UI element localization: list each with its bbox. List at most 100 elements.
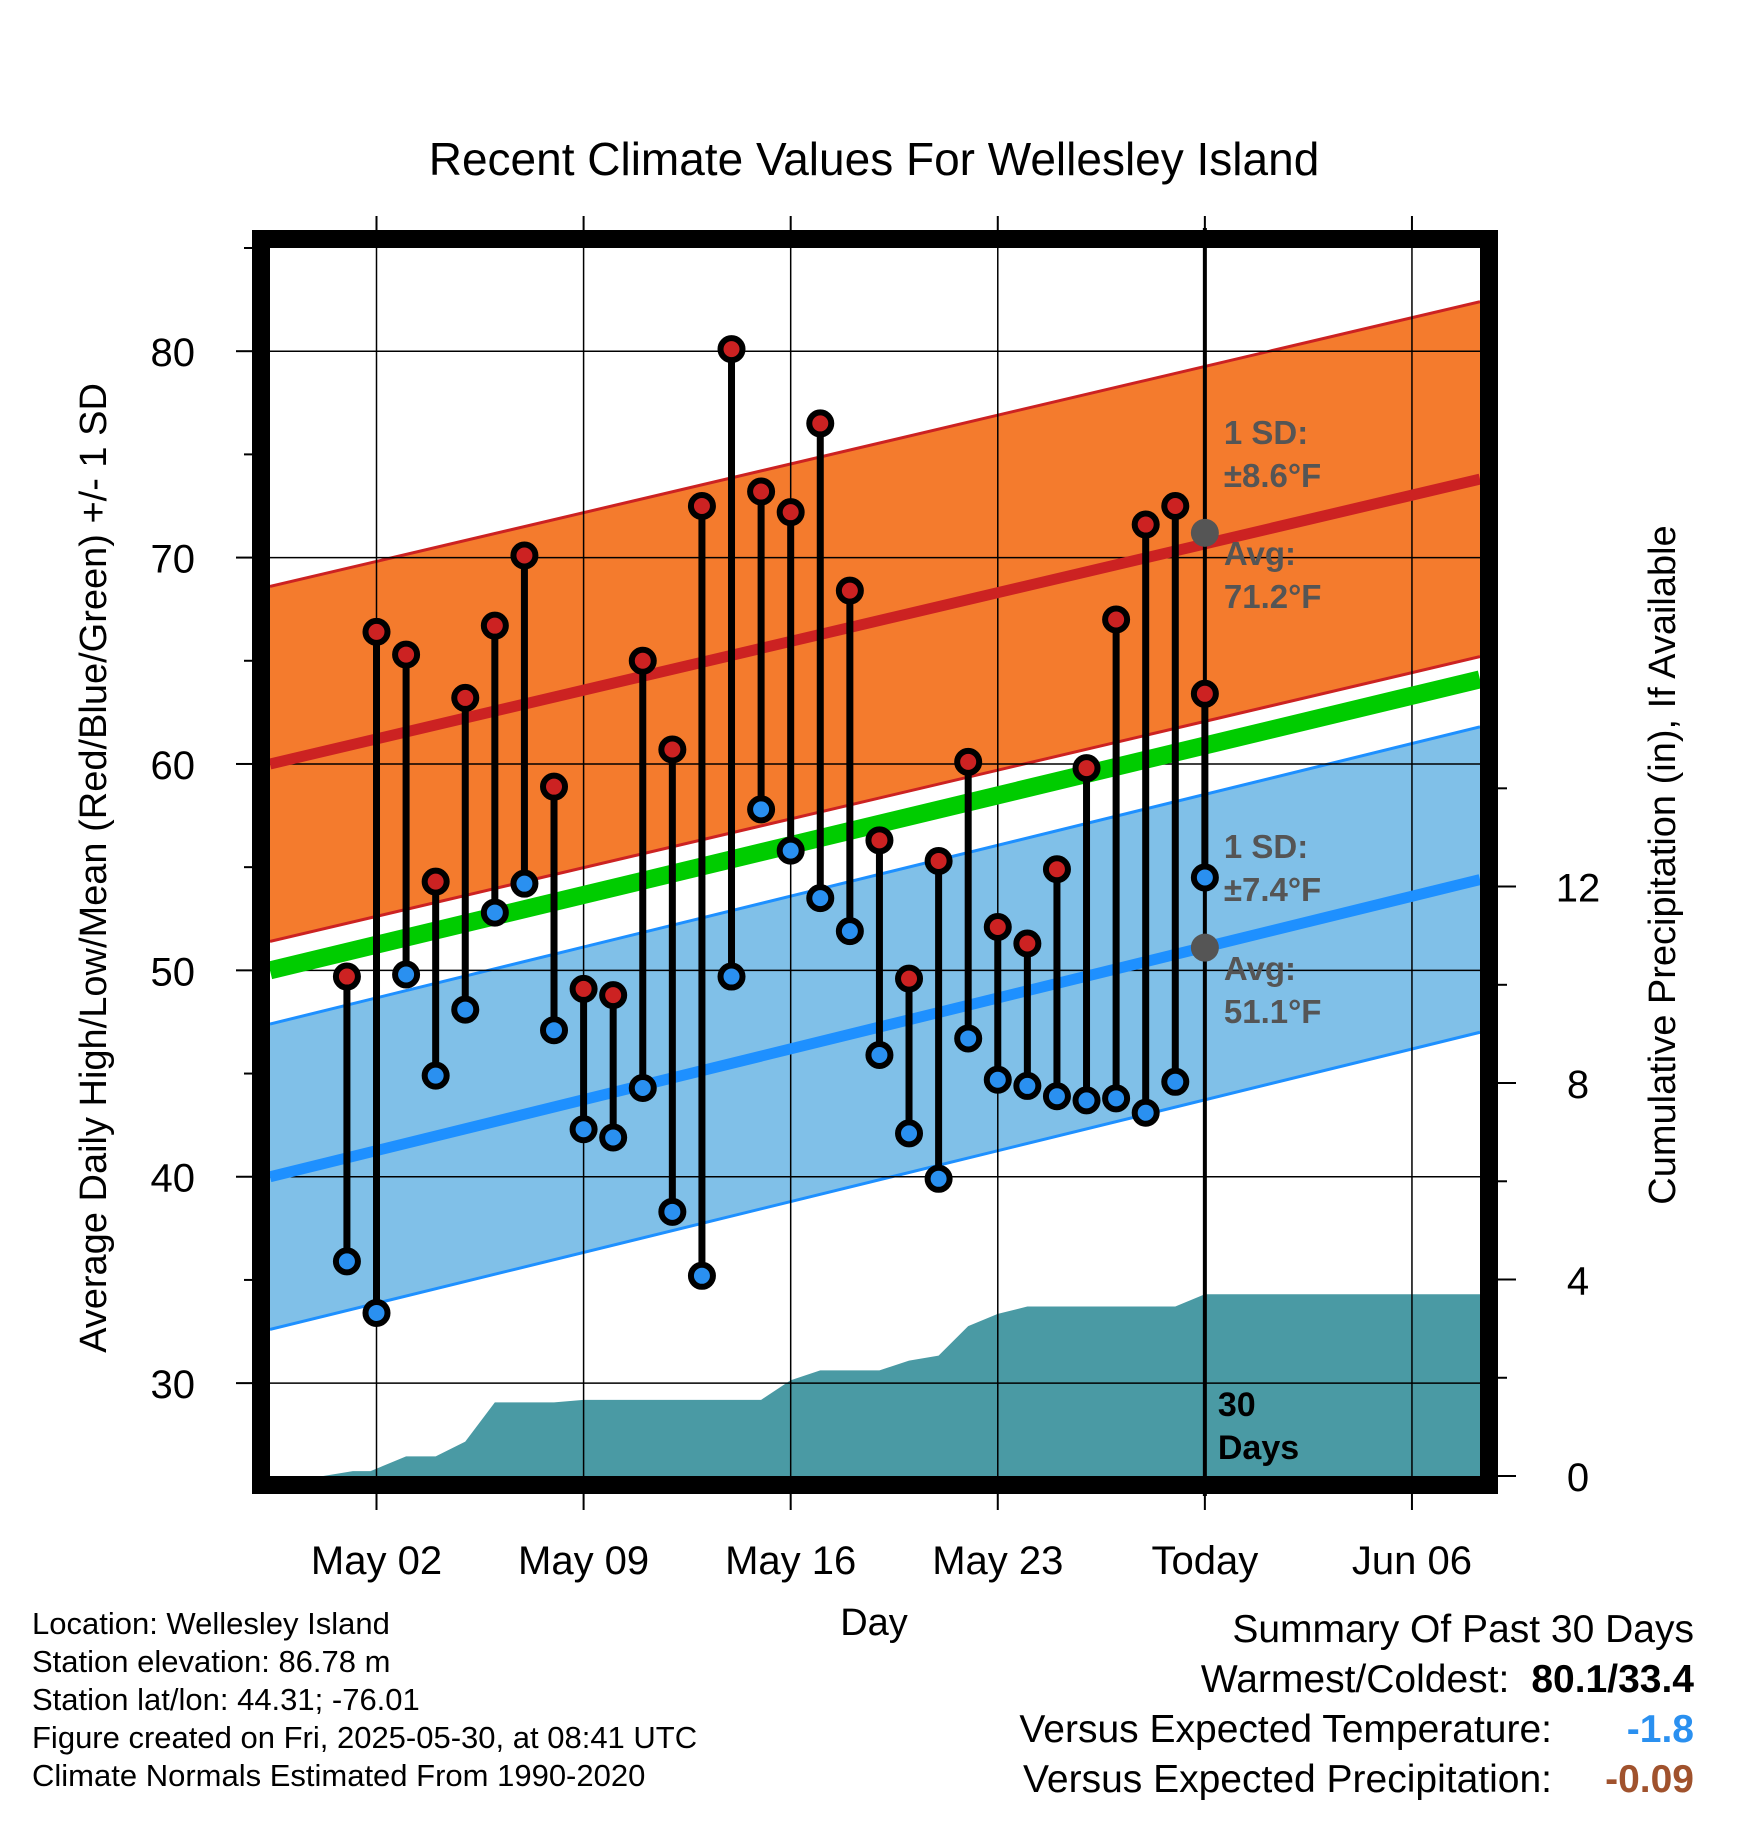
summary-precip: Versus Expected Precipitation: -0.09 (794, 1755, 1694, 1805)
y-tick-label-left: 50 (151, 950, 196, 994)
y-tick-label-left: 70 (151, 538, 196, 582)
daily-high-point (776, 498, 805, 527)
warm-cold-value: 80.1/33.4 (1531, 1658, 1694, 1701)
info-location: Location: Wellesley Island (32, 1606, 390, 1641)
temp-label: Versus Expected Temperature: (1019, 1708, 1552, 1751)
y-tick-label-right: 12 (1556, 867, 1601, 911)
info-elevation: Station elevation: 86.78 m (32, 1644, 391, 1679)
daily-low-point (776, 836, 805, 865)
summary-warm-cold: Warmest/Coldest: 80.1/33.4 (794, 1655, 1694, 1705)
daily-low-point (835, 917, 864, 946)
daily-low-point (806, 884, 835, 913)
precip-area (270, 1294, 1480, 1476)
daily-high-point (717, 335, 746, 364)
daily-low-point (392, 960, 421, 989)
daily-low-point (924, 1164, 953, 1193)
daily-low-point (540, 1016, 569, 1045)
daily-high-point (865, 826, 894, 855)
daily-high-point (1131, 510, 1160, 539)
daily-low-point (687, 1261, 716, 1290)
daily-high-point (747, 477, 776, 506)
daily-low-point (717, 962, 746, 991)
x-tick-label: May 02 (311, 1539, 442, 1583)
y-axis-label-left: Average Daily High/Low/Mean (Red/Blue/Gr… (73, 383, 115, 1353)
daily-high-point (983, 913, 1012, 942)
summary-title: Summary Of Past 30 Days (1232, 1608, 1694, 1651)
daily-low-point (658, 1197, 687, 1226)
daily-low-point (1161, 1067, 1190, 1096)
y-tick-label-left: 60 (151, 744, 196, 788)
daily-low-point (421, 1061, 450, 1090)
daily-high-point (924, 846, 953, 875)
daily-high-point (1190, 679, 1219, 708)
y-tick-label-right: 4 (1567, 1260, 1589, 1304)
low-sd-lower-line (270, 1030, 1480, 1331)
daily-low-point (1072, 1086, 1101, 1115)
daily-high-point (599, 981, 628, 1010)
daily-low-point (451, 995, 480, 1024)
daily-high-point (332, 962, 361, 991)
daily-high-point (806, 409, 835, 438)
daily-low-point (332, 1247, 361, 1276)
low-avg-value: 51.1°F (1224, 993, 1322, 1030)
mean-normal-line (270, 670, 1480, 980)
y-tick-label-left: 80 (151, 331, 196, 375)
daily-low-point (510, 869, 539, 898)
high-avg-value: 71.2°F (1224, 578, 1322, 615)
daily-high-point (954, 747, 983, 776)
daily-low-point (1013, 1071, 1042, 1100)
daily-high-point (835, 576, 864, 605)
y-tick-label-left: 30 (151, 1363, 196, 1407)
daily-low-point (480, 898, 509, 927)
high-avg-marker (1190, 518, 1219, 547)
daily-low-point (599, 1123, 628, 1152)
high-avg-label: Avg: (1224, 535, 1296, 572)
precip-label: Versus Expected Precipitation: (1023, 1758, 1552, 1801)
high-sd-upper-line (270, 300, 1480, 588)
plot-frame (252, 230, 1498, 1494)
high-sd-value: ±8.6°F (1224, 457, 1321, 494)
low-sd-label: 1 SD: (1224, 828, 1308, 865)
warm-cold-label: Warmest/Coldest: (1200, 1658, 1510, 1701)
temp-anomaly-value: -1.8 (1626, 1708, 1694, 1751)
daily-low-point (1042, 1082, 1071, 1111)
info-normals: Climate Normals Estimated From 1990-2020 (32, 1758, 646, 1793)
info-created: Figure created on Fri, 2025-05-30, at 08… (32, 1720, 698, 1755)
daily-low-point (895, 1119, 924, 1148)
axes: 30 40 50 60 70 80 0 4 8 12 May 02 May 09 May 16 May 2… (151, 216, 1601, 1583)
daily-low-point (569, 1115, 598, 1144)
daily-high-point (1161, 491, 1190, 520)
daily-high-point (658, 735, 687, 764)
daily-high-point (451, 683, 480, 712)
daily-low-point (865, 1040, 894, 1069)
chart-title: Recent Climate Values For Wellesley Isla… (429, 133, 1320, 185)
daily-low-point (983, 1065, 1012, 1094)
precip-anomaly-value: -0.09 (1605, 1758, 1694, 1801)
y-tick-label-right: 8 (1567, 1063, 1589, 1107)
daily-low-point (628, 1073, 657, 1102)
daily-high-point (392, 640, 421, 669)
days-count-label: 30 (1218, 1386, 1256, 1424)
daily-high-point (510, 541, 539, 570)
low-normal-line (270, 874, 1480, 1183)
x-tick-label: May 23 (932, 1539, 1063, 1583)
station-info: Location: Wellesley Island Station eleva… (32, 1605, 812, 1795)
high-sd-lower-line (270, 655, 1480, 943)
low-sd-upper-line (270, 725, 1480, 1026)
low-sd-value: ±7.4°F (1224, 871, 1321, 908)
high-sd-label: 1 SD: (1224, 414, 1308, 451)
daily-high-point (421, 867, 450, 896)
x-axis-label: Day (840, 1602, 908, 1644)
x-tick-label: Today (1151, 1539, 1258, 1583)
daily-low-point (1190, 863, 1219, 892)
daily-low-point (1131, 1098, 1160, 1127)
x-tick-label: Jun 06 (1352, 1539, 1472, 1583)
x-tick-label: May 09 (518, 1539, 649, 1583)
daily-low-point (1102, 1084, 1131, 1113)
daily-high-point (569, 974, 598, 1003)
daily-low-point (747, 795, 776, 824)
y-tick-label-right: 0 (1567, 1456, 1589, 1500)
daily-low-point (954, 1024, 983, 1053)
daily-high-point (1042, 855, 1071, 884)
daily-high-point (687, 491, 716, 520)
